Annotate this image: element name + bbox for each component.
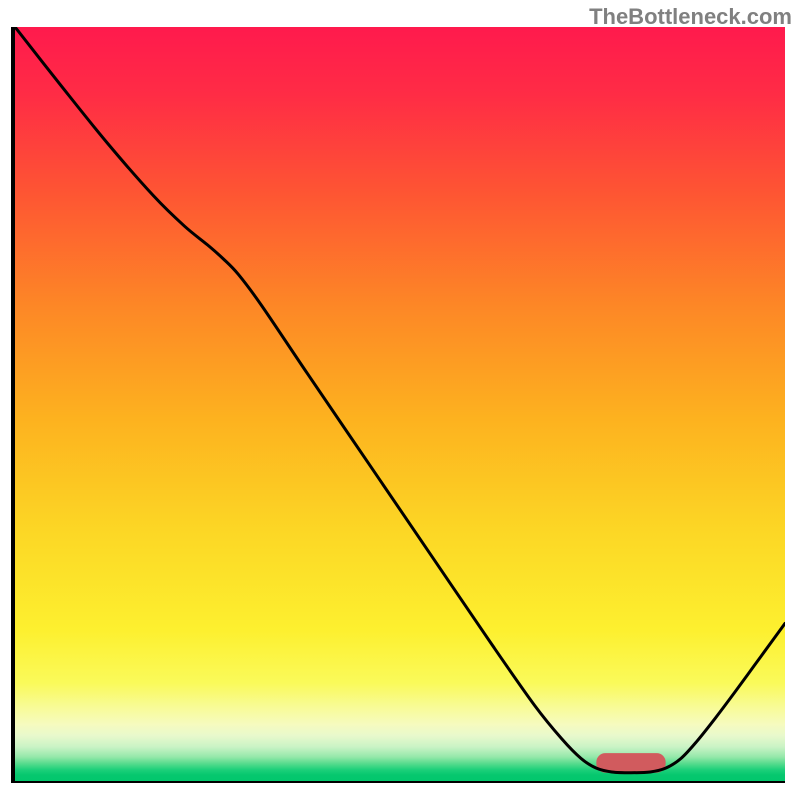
plot-area bbox=[15, 27, 785, 781]
gradient-background bbox=[15, 27, 785, 781]
bottleneck-chart: TheBottleneck.com bbox=[0, 0, 800, 800]
